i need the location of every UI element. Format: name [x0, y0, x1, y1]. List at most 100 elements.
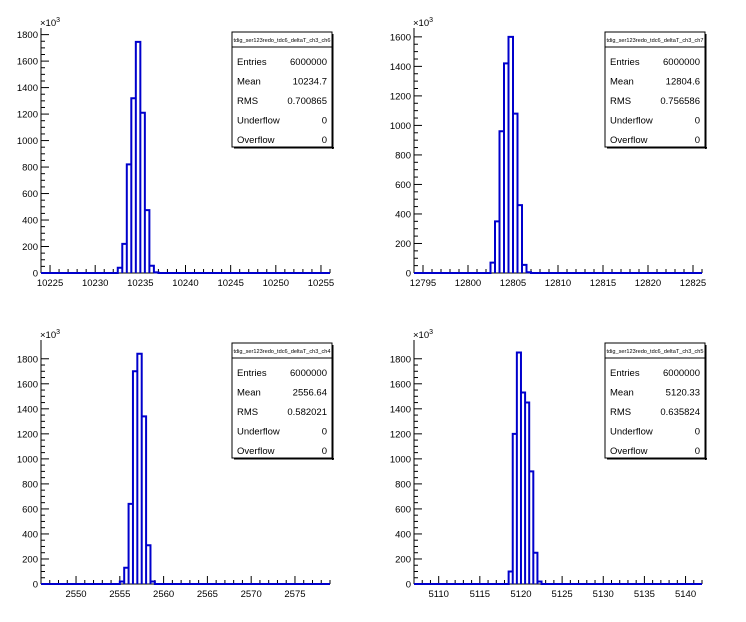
stats-value: 2556.64: [293, 388, 327, 399]
histogram-line: [414, 35, 702, 274]
x-tick-label: 12825: [680, 278, 706, 289]
stats-box-frame: [231, 31, 333, 148]
stats-box-shadow: [332, 345, 334, 460]
x-tick-label: 5110: [428, 589, 448, 600]
histogram-line: [41, 40, 330, 274]
x-tick-label: 12795: [410, 278, 436, 289]
x-tick-label: 5125: [552, 589, 573, 600]
x-tick-label: 10230: [82, 278, 108, 289]
y-tick-label: 1400: [17, 404, 38, 415]
stats-value: 0.582021: [287, 407, 327, 418]
stats-label: Mean: [237, 388, 261, 399]
stats-label: Mean: [237, 77, 261, 88]
stats-value: 0: [322, 446, 327, 457]
y-tick-label: 400: [22, 529, 38, 540]
x-tick-label: 2550: [65, 589, 86, 600]
y-tick-label: 200: [22, 242, 38, 253]
y-tick-label: 1200: [17, 110, 38, 121]
stats-value: 0: [695, 446, 700, 457]
y-tick-label: 800: [22, 163, 38, 174]
y-axis-multiplier: ×103: [40, 17, 60, 29]
y-tick-label: 600: [22, 504, 38, 515]
histogram-line: [414, 351, 702, 585]
stats-value: 0.700865: [287, 96, 327, 107]
stats-label: Entries: [237, 57, 267, 68]
stats-box-shadow: [607, 147, 707, 149]
stats-label: Mean: [610, 77, 634, 88]
x-tick-label: 12820: [635, 278, 661, 289]
x-tick-label: 5130: [593, 589, 614, 600]
y-tick-label: 400: [395, 529, 411, 540]
x-tick-label: 12815: [590, 278, 616, 289]
histogram-panel-2: 0 200 400 600 800 1000 1200 1400 1600 12795 12800 1…: [390, 17, 707, 289]
stats-label: Overflow: [610, 135, 648, 146]
stats-label: Entries: [237, 368, 267, 379]
y-tick-label: 1000: [17, 454, 38, 465]
y-axis-multiplier: ×103: [40, 329, 60, 341]
stats-value: 0: [322, 427, 327, 438]
stats-value: 0: [695, 135, 700, 146]
y-tick-label: 1200: [390, 429, 411, 440]
y-tick-label: 1600: [390, 32, 411, 43]
x-tick-label: 10250: [263, 278, 289, 289]
y-tick-label: 200: [395, 239, 411, 250]
y-tick-label: 1600: [17, 379, 38, 390]
stats-box-title: tdig_ser123redo_tdc6_deltaT_ch3_ch4: [233, 349, 330, 355]
histogram-line: [41, 352, 330, 585]
stats-box: tdig_ser123redo_tdc6_deltaT_ch3_ch6 Entri…: [231, 31, 334, 149]
stats-label: Entries: [610, 368, 640, 379]
stats-box-shadow: [234, 147, 334, 149]
stats-label: RMS: [610, 96, 631, 107]
stats-box-frame: [604, 342, 706, 459]
histogram-panel-1: 0 200 400 600 800 1000 1200 1400 1600 1800 10225 10…: [17, 17, 334, 289]
stats-value: 0: [695, 116, 700, 127]
y-tick-label: 1000: [390, 454, 411, 465]
x-tick-label: 2555: [109, 589, 130, 600]
y-tick-label: 1200: [390, 91, 411, 102]
y-tick-label: 1600: [390, 379, 411, 390]
stats-box: tdig_ser123redo_tdc6_deltaT_ch3_ch4 Entri…: [231, 342, 334, 460]
stats-value: 6000000: [663, 368, 700, 379]
stats-value: 10234.7: [293, 77, 327, 88]
y-tick-label: 1800: [390, 354, 411, 365]
x-tick-label: 12805: [500, 278, 526, 289]
x-tick-label: 12810: [545, 278, 571, 289]
y-tick-label: 600: [22, 189, 38, 200]
stats-label: Overflow: [237, 446, 275, 457]
histogram-panel-3: 0 200 400 600 800 1000 1200 1400 1600 1800 2550 255…: [17, 329, 334, 600]
stats-value: 0.756586: [660, 96, 700, 107]
stats-box-shadow: [705, 345, 707, 460]
y-tick-label: 200: [22, 554, 38, 565]
y-tick-label: 1400: [390, 404, 411, 415]
stats-value: 0: [695, 427, 700, 438]
stats-box-shadow: [607, 458, 707, 460]
y-tick-label: 200: [395, 554, 411, 565]
stats-label: Underflow: [237, 116, 280, 127]
y-tick-label: 400: [395, 209, 411, 220]
y-tick-label: 800: [395, 150, 411, 161]
y-tick-label: 400: [22, 216, 38, 227]
stats-label: Overflow: [610, 446, 648, 457]
stats-value: 6000000: [663, 57, 700, 68]
stats-label: Underflow: [610, 116, 653, 127]
x-tick-label: 12800: [455, 278, 481, 289]
stats-box-frame: [604, 31, 706, 148]
stats-value: 0: [322, 116, 327, 127]
y-tick-label: 1000: [390, 121, 411, 132]
x-tick-label: 10225: [37, 278, 63, 289]
y-axis-multiplier: ×103: [413, 329, 433, 341]
stats-value: 6000000: [290, 57, 327, 68]
stats-box-title: tdig_ser123redo_tdc6_deltaT_ch3_ch7: [606, 38, 703, 44]
stats-box-title: tdig_ser123redo_tdc6_deltaT_ch3_ch5: [606, 349, 703, 355]
stats-box: tdig_ser123redo_tdc6_deltaT_ch3_ch7 Entri…: [604, 31, 707, 149]
stats-value: 0: [322, 135, 327, 146]
y-tick-label: 1600: [17, 57, 38, 68]
stats-label: RMS: [237, 407, 258, 418]
stats-value: 6000000: [290, 368, 327, 379]
y-axis-multiplier: ×103: [413, 17, 433, 29]
stats-label: RMS: [610, 407, 631, 418]
y-tick-label: 0: [33, 269, 38, 280]
stats-value: 12804.6: [666, 77, 700, 88]
y-tick-label: 600: [395, 180, 411, 191]
